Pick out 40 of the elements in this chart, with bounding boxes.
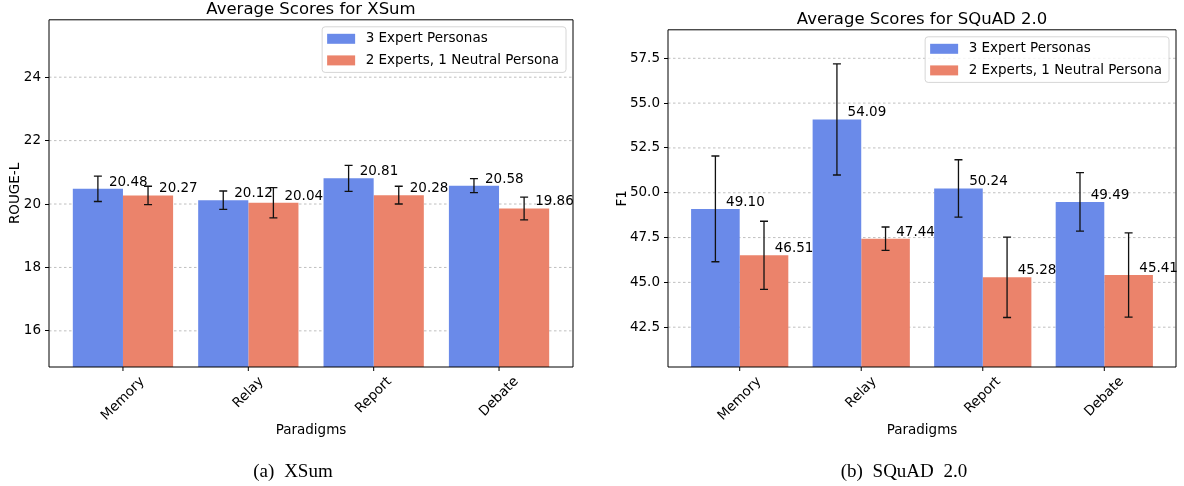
data-label: 45.41 bbox=[1139, 259, 1178, 276]
y-tick-label: 22 bbox=[23, 131, 41, 148]
y-axis-title: ROUGE-L bbox=[5, 162, 22, 225]
data-label: 50.24 bbox=[969, 172, 1008, 189]
data-label: 45.28 bbox=[1017, 261, 1057, 278]
x-axis-title: Paradigms bbox=[275, 421, 347, 438]
data-label: 47.44 bbox=[896, 222, 935, 239]
data-label: 20.12 bbox=[234, 184, 273, 201]
y-tick-label: 52.5 bbox=[629, 138, 660, 155]
y-tick-label: 42.5 bbox=[629, 317, 660, 334]
data-label: 20.04 bbox=[284, 186, 324, 203]
data-label: 20.58 bbox=[485, 169, 524, 186]
text: (b) SQuAD 2.0 bbox=[840, 459, 968, 483]
legend-label: 3 Expert Personas bbox=[365, 29, 488, 46]
y-tick-label: 47.5 bbox=[629, 228, 660, 245]
data-label: 19.86 bbox=[535, 192, 574, 209]
data-label: 49.10 bbox=[726, 192, 765, 209]
data-label: 20.27 bbox=[159, 179, 198, 196]
data-label: 46.51 bbox=[774, 239, 814, 256]
x-axis-title: Paradigms bbox=[886, 421, 958, 438]
y-tick-label: 18 bbox=[23, 257, 41, 274]
data-label: 54.09 bbox=[847, 103, 887, 120]
chart-title: Average Scores for SQuAD 2.0 bbox=[796, 9, 1048, 29]
data-label: 49.49 bbox=[1090, 185, 1130, 202]
y-tick-label: 24 bbox=[23, 67, 41, 84]
y-tick-label: 45.0 bbox=[629, 272, 660, 289]
data-label: 20.48 bbox=[108, 172, 148, 189]
legend-label: 2 Experts, 1 Neutral Persona bbox=[365, 50, 559, 67]
y-tick-label: 16 bbox=[23, 321, 41, 338]
y-tick-label: 55.0 bbox=[629, 93, 660, 110]
y-axis-title: F1 bbox=[612, 190, 629, 207]
data-label: 20.81 bbox=[359, 162, 399, 179]
y-tick-label: 20 bbox=[23, 194, 41, 211]
legend-label: 2 Experts, 1 Neutral Persona bbox=[968, 60, 1162, 77]
legend-label: 3 Expert Personas bbox=[968, 39, 1091, 56]
y-tick-label: 57.5 bbox=[629, 48, 660, 65]
data-label: 20.28 bbox=[409, 179, 449, 196]
chart-title: Average Scores for XSum bbox=[206, 0, 416, 19]
text: (a) XSum bbox=[253, 459, 333, 483]
y-tick-label: 50.0 bbox=[629, 183, 660, 200]
